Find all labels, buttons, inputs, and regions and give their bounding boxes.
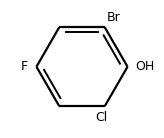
- Text: Cl: Cl: [95, 111, 108, 124]
- Text: Br: Br: [107, 11, 121, 24]
- Text: OH: OH: [136, 60, 155, 73]
- Text: F: F: [21, 60, 28, 73]
